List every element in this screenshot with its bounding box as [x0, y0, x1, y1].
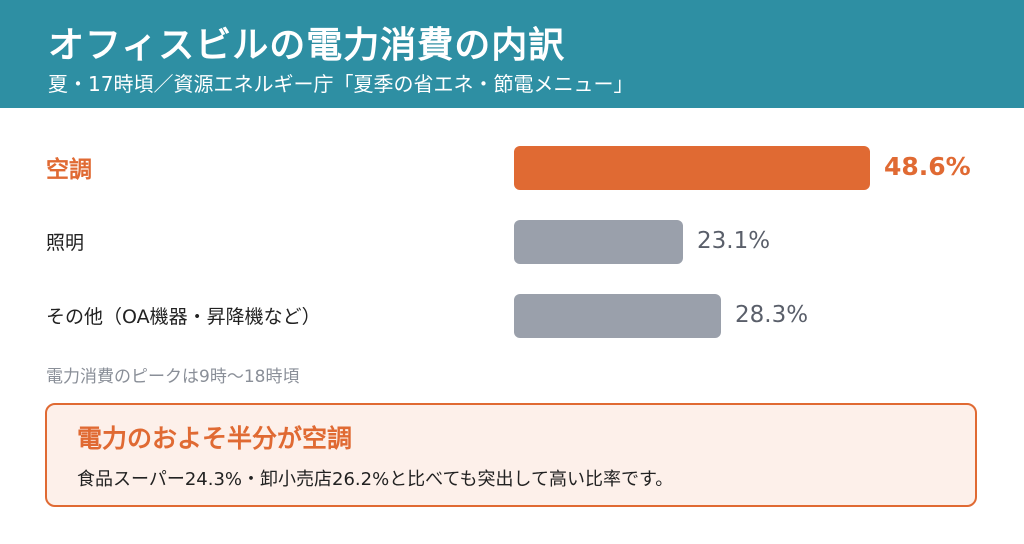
header-banner: オフィスビルの電力消費の内訳 夏・17時頃／資源エネルギー庁「夏季の省エネ・節電…	[0, 0, 1024, 108]
callout-title: 電力のおよそ半分が空調	[77, 424, 353, 453]
bar-label: 照明	[46, 232, 85, 254]
bar	[514, 294, 721, 338]
bar-value-label: 28.3%	[735, 302, 809, 328]
page-subtitle: 夏・17時頃／資源エネルギー庁「夏季の省エネ・節電メニュー」	[48, 72, 634, 96]
bar	[514, 146, 870, 190]
page-title: オフィスビルの電力消費の内訳	[48, 25, 566, 66]
bar-label: 空調	[46, 157, 92, 183]
bar	[514, 220, 683, 264]
callout-box: 電力のおよそ半分が空調 食品スーパー24.3%・卸小売店26.2%と比べても突出…	[45, 403, 977, 507]
bar-label: その他（OA機器・昇降機など）	[46, 306, 321, 328]
callout-body: 食品スーパー24.3%・卸小売店26.2%と比べても突出して高い比率です。	[77, 469, 674, 490]
bar-value-label: 23.1%	[697, 228, 771, 254]
bar-chart: 空調 48.6% 照明 23.1% その他（OA機器・昇降機など） 28.3%	[0, 108, 1024, 378]
bar-value-label: 48.6%	[884, 152, 971, 181]
peak-note: 電力消費のピークは9時〜18時頃	[46, 367, 300, 387]
